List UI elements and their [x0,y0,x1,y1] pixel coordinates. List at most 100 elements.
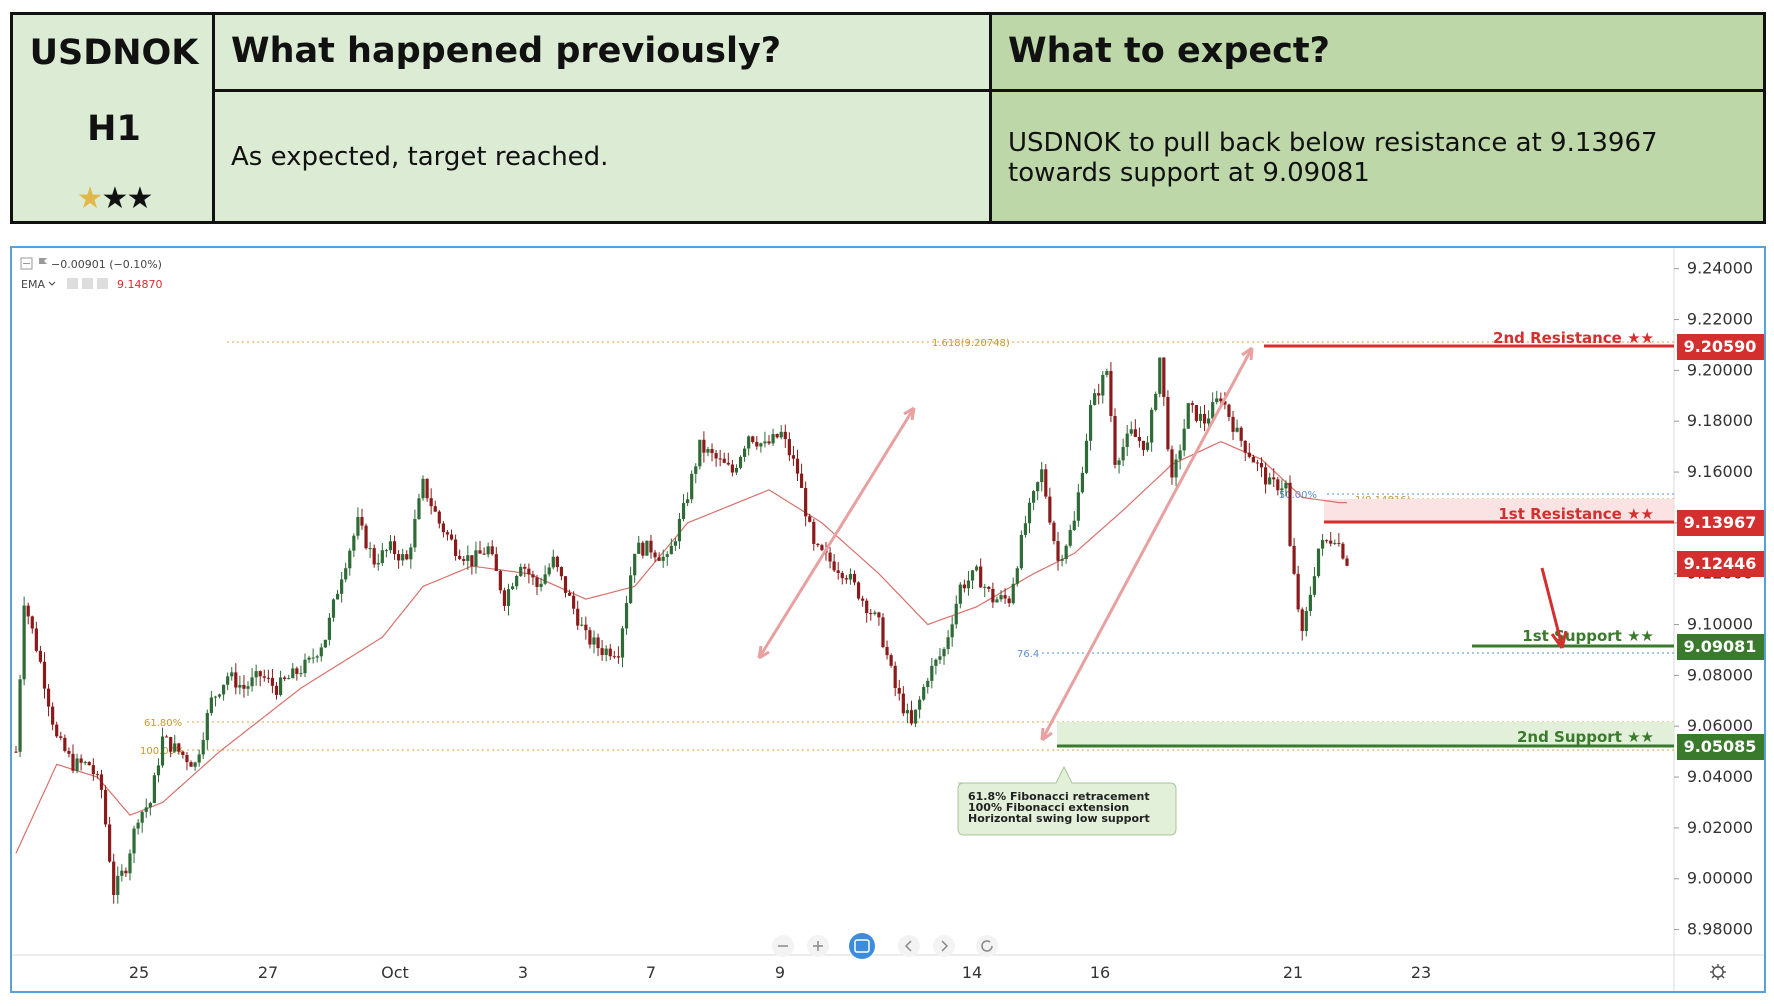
candle-bull [669,545,673,555]
time-axis[interactable]: 25 27 Oct 3 7 9 14 16 21 23 [129,963,1431,982]
candle-bull [913,709,918,724]
candle-bull [1060,558,1064,561]
expect-text-line1: USDNOK to pull back below resistance at … [1008,128,1658,158]
candle-bear [181,751,185,756]
candle-bull [1312,576,1317,595]
candles[interactable] [14,357,1349,904]
candle-bear [559,567,564,577]
candle-bull [278,677,283,695]
candle-bear [791,455,796,459]
candle-bull [506,589,511,606]
candle-bull [1101,374,1105,396]
candle-bear [808,516,812,522]
candle-bull [1084,440,1089,473]
candle-bull [368,548,372,550]
candle-bear [979,566,983,588]
chevron-down-icon[interactable] [48,281,56,286]
candle-bear [441,523,445,533]
candle-bear [718,458,722,460]
candle-bull [1031,491,1036,503]
candle-bull [217,694,222,697]
candle-bear [449,534,454,540]
candle-bear [751,436,755,443]
target-arrow [1540,567,1564,647]
price-axis[interactable]: 9.240009.220009.200009.180009.160009.140… [1674,259,1753,939]
gear-icon[interactable] [1710,964,1726,980]
candle-bear [67,750,71,754]
candle-bear [38,650,43,662]
settings-small-icon[interactable] [82,278,93,289]
collapse-icon[interactable] [20,257,33,270]
candle-bear [26,605,30,617]
candle-bull [958,584,962,604]
time-tick-label: 9 [775,963,785,982]
candle-bull [629,575,633,604]
scroll-right-icon[interactable] [933,935,955,957]
candle-bear [189,762,193,767]
symbol-label: USDNOK [29,33,199,73]
second-support-label: 2nd Support ★★ [1517,728,1654,746]
candle-bull [327,617,332,640]
candle-bull [681,503,686,519]
candle-bear [1276,479,1280,491]
candle-bear [909,710,914,724]
candle-bear [856,582,861,599]
candle-bear [567,592,572,596]
candle-bull [1316,548,1321,577]
remove-icon[interactable] [97,278,108,289]
candle-bear [79,758,83,763]
candle-bull [376,563,380,565]
candle-bull [1186,403,1190,429]
candle-bull [926,680,930,688]
second-resistance-value: 9.20590 [1684,337,1757,356]
candle-bear [1048,496,1052,523]
candle-bull [120,870,124,876]
candle-bear [1272,477,1276,480]
candle-bull [160,736,165,766]
candle-bear [1109,371,1113,416]
candle-bear [234,672,238,688]
candle-bear [702,439,706,453]
candle-bull [1320,540,1325,549]
candle-bear [799,473,804,488]
candle-bear [425,478,429,499]
candle-bear [755,442,759,447]
candle-bull [486,546,490,555]
candle-bear [1044,469,1048,497]
candle-bull [417,498,421,520]
eye-icon[interactable] [67,278,78,289]
candle-bull [1011,583,1015,604]
candle-bull [340,579,344,594]
candle-bear [1166,397,1170,450]
candle-bull [734,467,739,473]
candle-bear [87,762,91,766]
candle-bull [466,555,470,561]
candle-bear [881,617,885,648]
candle-bull [1304,611,1308,632]
expect-header-cell: What to expect? [992,15,1763,92]
candle-bear [51,706,55,725]
candle-bull [950,624,954,638]
price-chart[interactable]: −0.00901 (−0.10%) EMA 9.14870 9.24000 9.2… [12,248,1764,991]
price-tags: 9.20590 9.13967 9.12446 9.09081 9.05085 [1677,334,1764,760]
scroll-left-icon[interactable] [898,935,920,957]
candle-bull [1040,469,1044,483]
price-tick-label: 9.16000 [1687,462,1753,481]
candle-bull [1015,568,1019,584]
candle-bear [588,630,592,645]
candle-bull [173,743,177,752]
candle-bull [771,434,775,444]
first-resistance-tag [1677,510,1764,536]
candle-bear [266,677,270,679]
candle-bear [59,736,63,738]
candle-bear [1007,598,1011,604]
annotation-line-2: 100% Fibonacci extension [968,801,1129,814]
reset-icon[interactable] [976,935,998,957]
candle-bull [213,696,218,698]
flag-icon [39,258,47,264]
candle-bull [938,656,942,660]
candle-bear [295,668,299,674]
candle-bull [1158,357,1162,394]
fit-screen-icon[interactable] [849,933,875,959]
candle-bull [380,550,384,564]
